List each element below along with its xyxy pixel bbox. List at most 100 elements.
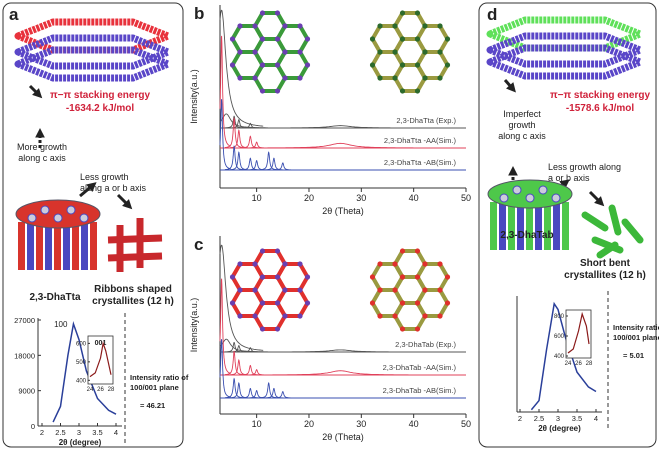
pore	[551, 193, 561, 203]
column	[490, 202, 497, 250]
framework-node	[414, 300, 421, 306]
crystallites: crystallites (12 h)	[564, 270, 646, 281]
framework-node	[274, 88, 281, 94]
growth-c: growth	[508, 120, 535, 130]
framework-node	[444, 36, 451, 42]
curve	[530, 301, 597, 411]
x-tick-label: 3.5	[572, 414, 582, 423]
pore	[53, 213, 63, 223]
bent-rod	[608, 204, 622, 236]
arrow-head	[506, 82, 516, 93]
layer	[14, 46, 172, 82]
framework-node	[414, 248, 421, 254]
inner-x-tick-label: 26	[97, 387, 104, 393]
framework-node	[444, 62, 451, 68]
framework-node	[229, 300, 236, 306]
energy-title: π−π stacking energy	[550, 90, 651, 101]
ratio-label: Intensity ratio of	[613, 323, 659, 332]
inner-x-tick-label: 26	[575, 361, 582, 367]
peak-label: 100	[54, 320, 68, 329]
arrow-head	[559, 179, 570, 189]
inner-curve	[89, 341, 112, 378]
energy-value: -1634.2 kJ/mol	[66, 103, 135, 114]
framework-node	[392, 287, 398, 293]
x-tick-label: 30	[356, 193, 366, 203]
framework-ring	[275, 24, 310, 54]
series-label: 2,3-DhaTab -AA(Sim.)	[383, 363, 457, 372]
framework-node	[414, 326, 421, 332]
column	[544, 196, 551, 250]
x-tick-label: 4	[594, 414, 598, 423]
y-axis-label: Intensity(a.u.)	[189, 69, 199, 124]
framework-node	[252, 313, 258, 319]
xrd-peak	[264, 157, 284, 171]
framework-node	[237, 23, 243, 29]
framework-node	[259, 10, 266, 16]
framework-node	[414, 274, 421, 280]
xrd-peak	[247, 369, 266, 376]
y-tick-label: 9000	[18, 387, 35, 396]
framework-node	[297, 23, 303, 29]
framework-node	[444, 300, 451, 306]
framework-node	[399, 300, 406, 306]
framework-node	[414, 88, 421, 94]
inner-y-tick-label: 400	[76, 378, 87, 384]
inner-y-tick-label: 500	[76, 360, 87, 366]
ratio-label: Intensity ratio of	[130, 373, 189, 382]
framework-node	[259, 62, 266, 68]
framework-node	[259, 88, 266, 94]
framework-node	[437, 313, 443, 319]
pore	[66, 205, 76, 215]
x-axis-label: 2θ (Theta)	[322, 206, 364, 216]
inner-y-tick-label: 600	[554, 334, 565, 340]
xrd-peak	[219, 244, 264, 351]
framework-node	[274, 10, 281, 16]
framework-node	[392, 313, 398, 319]
pore	[27, 213, 37, 223]
arrow-head	[122, 199, 133, 210]
inner-x-tick-label: 28	[586, 361, 593, 367]
bent-rod	[596, 241, 619, 259]
pore	[40, 205, 50, 215]
framework-node	[252, 49, 258, 55]
y-tick-label: 27000	[14, 316, 35, 325]
framework-node	[399, 88, 406, 94]
framework-node	[304, 300, 311, 306]
framework-node	[392, 261, 398, 267]
framework-node	[392, 49, 398, 55]
framework-node	[259, 36, 266, 42]
framework-node	[437, 287, 443, 293]
y-tick-label: 18000	[14, 351, 35, 360]
framework-node	[392, 75, 398, 81]
framework-node	[259, 326, 266, 332]
xrd-peak	[273, 162, 292, 171]
column	[508, 196, 515, 250]
xrd-peak	[241, 157, 260, 171]
x-tick-label: 2.5	[534, 414, 544, 423]
framework-node	[377, 313, 383, 319]
framework-node	[259, 300, 266, 306]
growth-c: along c axis	[498, 131, 546, 141]
framework-node	[237, 75, 243, 81]
framework-node	[422, 287, 428, 293]
framework-node	[377, 261, 383, 267]
x-tick-label: 40	[409, 419, 419, 429]
column	[90, 222, 97, 270]
xrd-peak	[273, 391, 292, 399]
xrd-peak	[259, 381, 278, 399]
framework-node	[252, 287, 258, 293]
pore	[538, 185, 548, 195]
inner-x-tick-label: 28	[108, 387, 115, 393]
crystallites: crystallites (12 h)	[92, 296, 174, 307]
energy-title: π−π stacking energy	[50, 90, 151, 101]
column	[526, 190, 533, 250]
panel-a-frame	[2, 2, 184, 448]
xrd-peak	[235, 142, 446, 149]
framework-node	[377, 75, 383, 81]
xrd-peak	[224, 350, 244, 376]
framework-node	[422, 313, 428, 319]
xrd-peak	[219, 278, 231, 374]
layer	[14, 34, 172, 70]
x-tick-label: 2	[40, 428, 44, 437]
inner-x-tick-label: 24	[565, 361, 572, 367]
